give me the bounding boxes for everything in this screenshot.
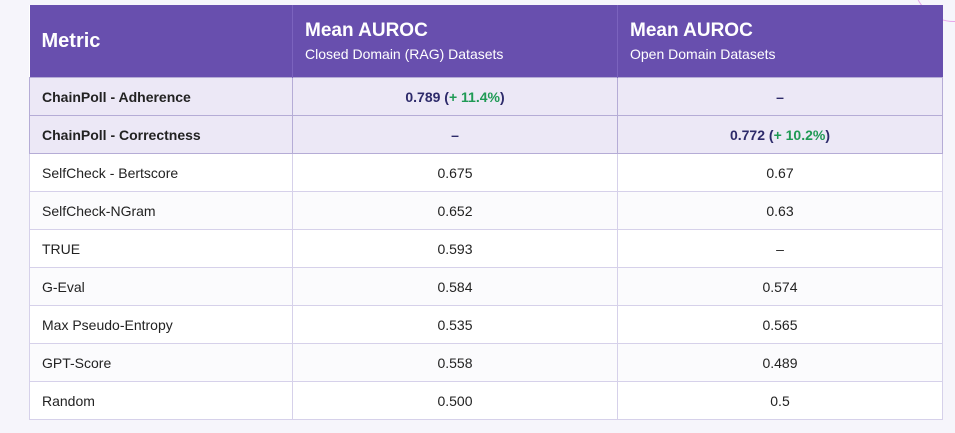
header-closed-title: Mean AUROC xyxy=(305,20,428,41)
open-domain-cell: – xyxy=(617,229,943,268)
metric-cell: Max Pseudo-Entropy xyxy=(29,305,293,344)
table-row: SelfCheck-NGram 0.652 0.63 xyxy=(29,191,943,230)
metric-cell: SelfCheck-NGram xyxy=(29,191,293,230)
table-row: TRUE 0.593 – xyxy=(29,229,943,268)
header-open-domain: Mean AUROC Open Domain Datasets xyxy=(617,5,943,78)
open-domain-cell: 0.489 xyxy=(617,343,943,382)
closed-domain-cell: 0.558 xyxy=(292,343,618,382)
open-domain-cell: 0.574 xyxy=(617,267,943,306)
metric-cell: G-Eval xyxy=(29,267,293,306)
open-domain-cell: 0.67 xyxy=(617,153,943,192)
closed-domain-cell: 0.535 xyxy=(292,305,618,344)
open-domain-cell: 0.5 xyxy=(617,381,943,420)
table-row-chainpoll-correctness: ChainPoll - Correctness – 0.772 (+ 10.2%… xyxy=(29,115,943,154)
header-metric-label: Metric xyxy=(41,29,101,52)
metric-cell: ChainPoll - Adherence xyxy=(29,77,293,116)
closed-domain-cell: 0.652 xyxy=(292,191,618,230)
closed-domain-cell: 0.675 xyxy=(292,153,618,192)
gain-percent: + 11.4% xyxy=(448,88,500,105)
table-row: Random 0.500 0.5 xyxy=(29,381,943,420)
header-open-subtitle: Open Domain Datasets xyxy=(630,46,776,62)
metric-cell: ChainPoll - Correctness xyxy=(29,115,293,154)
metric-cell: GPT-Score xyxy=(29,343,293,382)
table-row-chainpoll-adherence: ChainPoll - Adherence 0.789 (+ 11.4%) – xyxy=(29,77,943,116)
table-row: SelfCheck - Bertscore 0.675 0.67 xyxy=(29,153,943,192)
open-domain-cell: 0.565 xyxy=(617,305,943,344)
header-closed-subtitle: Closed Domain (RAG) Datasets xyxy=(305,46,504,62)
closed-domain-cell: 0.593 xyxy=(292,229,618,268)
table-row: GPT-Score 0.558 0.489 xyxy=(29,343,943,382)
table-row: Max Pseudo-Entropy 0.535 0.565 xyxy=(29,305,943,344)
header-row: Metric Mean AUROC Closed Domain (RAG) Da… xyxy=(29,5,943,78)
header-closed-domain: Mean AUROC Closed Domain (RAG) Datasets xyxy=(292,5,618,78)
closed-domain-cell: – xyxy=(292,115,618,154)
open-domain-cell: 0.772 (+ 10.2%) xyxy=(617,115,943,154)
metric-cell: Random xyxy=(29,381,293,420)
paren-open: ( xyxy=(440,88,449,105)
results-table-container: Metric Mean AUROC Closed Domain (RAG) Da… xyxy=(29,5,943,420)
metric-cell: SelfCheck - Bertscore xyxy=(29,153,293,192)
table-body: ChainPoll - Adherence 0.789 (+ 11.4%) – … xyxy=(29,77,943,420)
header-open-title: Mean AUROC xyxy=(630,20,753,41)
table-row: G-Eval 0.584 0.574 xyxy=(29,267,943,306)
metric-cell: TRUE xyxy=(29,229,293,268)
paren-open: ( xyxy=(765,126,774,143)
gain-percent: + 10.2% xyxy=(773,126,826,143)
header-metric: Metric xyxy=(29,5,293,78)
open-domain-cell: 0.63 xyxy=(617,191,943,230)
closed-domain-cell: 0.789 (+ 11.4%) xyxy=(292,77,618,116)
open-value: 0.772 xyxy=(729,126,766,143)
closed-domain-cell: 0.500 xyxy=(292,381,618,420)
closed-value: 0.789 xyxy=(405,88,441,105)
auroc-results-table: Metric Mean AUROC Closed Domain (RAG) Da… xyxy=(29,5,943,420)
open-domain-cell: – xyxy=(617,77,943,116)
paren-close: ) xyxy=(825,126,831,143)
paren-close: ) xyxy=(499,88,505,105)
table-header: Metric Mean AUROC Closed Domain (RAG) Da… xyxy=(29,5,943,78)
closed-domain-cell: 0.584 xyxy=(292,267,618,306)
